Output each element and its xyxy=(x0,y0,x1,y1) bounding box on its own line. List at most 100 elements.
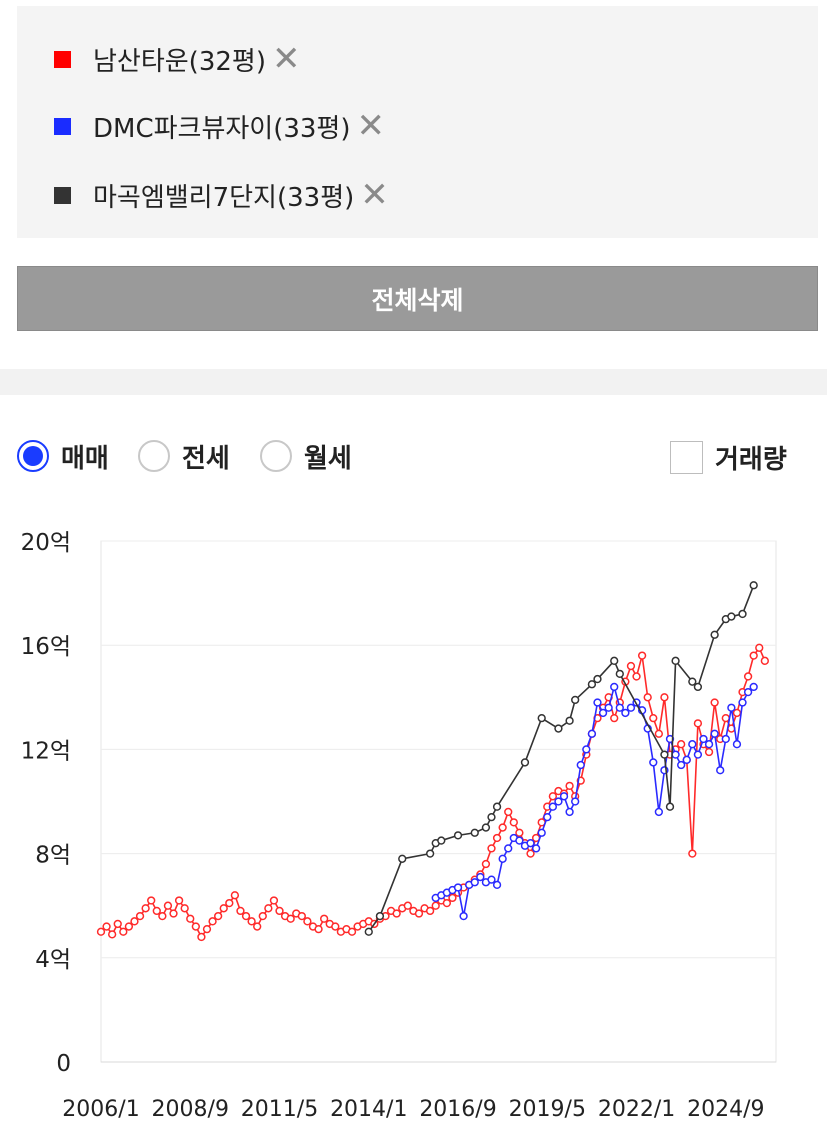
data-point xyxy=(571,797,580,806)
series-color-swatch xyxy=(54,50,71,68)
data-point xyxy=(531,844,541,853)
y-tick-label: 12억 xyxy=(21,738,71,764)
y-tick-label: 4억 xyxy=(35,947,71,973)
data-point xyxy=(565,807,574,817)
data-point xyxy=(219,904,228,913)
data-point xyxy=(509,818,518,827)
data-point xyxy=(180,904,189,913)
checkbox-box[interactable] xyxy=(670,440,703,474)
clear-all-button[interactable]: 전체삭제 xyxy=(17,266,818,331)
data-point xyxy=(275,906,284,916)
data-point xyxy=(727,612,736,621)
data-point xyxy=(626,703,636,712)
radio-label: 월세 xyxy=(304,443,352,474)
data-point xyxy=(314,924,323,934)
data-point xyxy=(191,922,200,931)
close-icon[interactable]: ✕ xyxy=(271,39,301,79)
radio-circle[interactable] xyxy=(260,440,292,472)
data-point xyxy=(665,734,675,744)
data-point xyxy=(470,828,479,837)
data-point xyxy=(476,872,485,882)
radio-circle[interactable] xyxy=(138,440,170,472)
compare-item-namsan: 남산타운(32평) ✕ xyxy=(54,39,301,79)
data-point xyxy=(526,839,535,848)
data-point xyxy=(743,687,753,697)
data-point xyxy=(548,802,558,811)
data-point xyxy=(576,760,585,770)
section-divider xyxy=(0,369,827,395)
data-point xyxy=(571,695,580,705)
data-point xyxy=(269,896,279,905)
data-point xyxy=(487,812,496,822)
data-point xyxy=(141,904,150,913)
data-point xyxy=(693,750,703,759)
radio-circle[interactable] xyxy=(17,440,49,472)
data-point xyxy=(442,898,452,908)
data-point xyxy=(481,823,491,832)
data-point xyxy=(135,911,145,921)
radio-trade-sale[interactable]: 매매 xyxy=(17,437,109,475)
data-point xyxy=(643,693,652,702)
data-point xyxy=(693,719,703,728)
data-point xyxy=(587,729,597,738)
data-point xyxy=(598,708,608,718)
data-point xyxy=(665,802,675,811)
x-tick-label: 2008/9 xyxy=(152,1097,229,1122)
data-point xyxy=(375,911,385,921)
data-point xyxy=(470,878,479,887)
data-point xyxy=(749,651,758,660)
data-point xyxy=(253,922,262,931)
data-point xyxy=(108,930,117,939)
data-point xyxy=(554,724,563,733)
chart-grid xyxy=(100,540,777,1063)
data-point xyxy=(637,651,647,660)
data-point xyxy=(677,740,686,749)
compare-item-label: DMC파크뷰자이(33평) xyxy=(93,113,351,144)
data-point xyxy=(163,901,173,910)
data-point xyxy=(492,880,502,890)
data-point xyxy=(392,909,401,918)
data-point xyxy=(699,734,708,744)
data-point xyxy=(504,844,513,853)
data-point xyxy=(671,750,680,759)
data-point xyxy=(582,745,591,754)
radio-trade-monthly[interactable]: 월세 xyxy=(260,437,352,475)
data-point xyxy=(481,859,491,869)
close-icon[interactable]: ✕ xyxy=(360,175,389,215)
compare-item-label: 남산타운(32평) xyxy=(93,46,266,77)
radio-label: 매매 xyxy=(61,443,109,474)
x-tick-label: 2022/1 xyxy=(598,1097,675,1122)
y-axis: 0 4억 8억 12억 16억 20억 xyxy=(21,530,71,1077)
data-point xyxy=(710,630,719,639)
data-point xyxy=(236,906,245,916)
data-point xyxy=(96,927,106,936)
data-point xyxy=(721,734,730,744)
data-point xyxy=(621,708,630,718)
y-tick-label: 8억 xyxy=(35,843,71,869)
compare-item-dmc: DMC파크뷰자이(33평) ✕ xyxy=(54,106,386,146)
data-point xyxy=(258,911,267,921)
data-point xyxy=(610,682,619,692)
data-point xyxy=(347,927,357,936)
data-point xyxy=(515,828,524,837)
volume-checkbox[interactable]: 거래량 xyxy=(670,439,787,475)
data-point xyxy=(230,891,240,900)
data-point xyxy=(615,703,624,712)
data-point xyxy=(186,914,195,923)
data-point xyxy=(130,917,139,926)
data-point xyxy=(492,802,502,811)
close-icon[interactable]: ✕ xyxy=(356,106,386,146)
radio-trade-jeonse[interactable]: 전세 xyxy=(138,437,230,475)
data-point xyxy=(688,677,697,686)
data-point xyxy=(147,896,156,905)
radio-label: 전세 xyxy=(182,443,230,474)
data-point xyxy=(710,729,719,738)
data-point xyxy=(197,932,206,942)
plot-frame xyxy=(100,540,777,1063)
data-point xyxy=(286,914,295,923)
data-point xyxy=(738,698,747,707)
x-tick-label: 2024/9 xyxy=(687,1097,764,1122)
y-tick-label: 16억 xyxy=(21,634,71,660)
series-2 xyxy=(364,581,758,936)
data-point xyxy=(548,792,558,801)
